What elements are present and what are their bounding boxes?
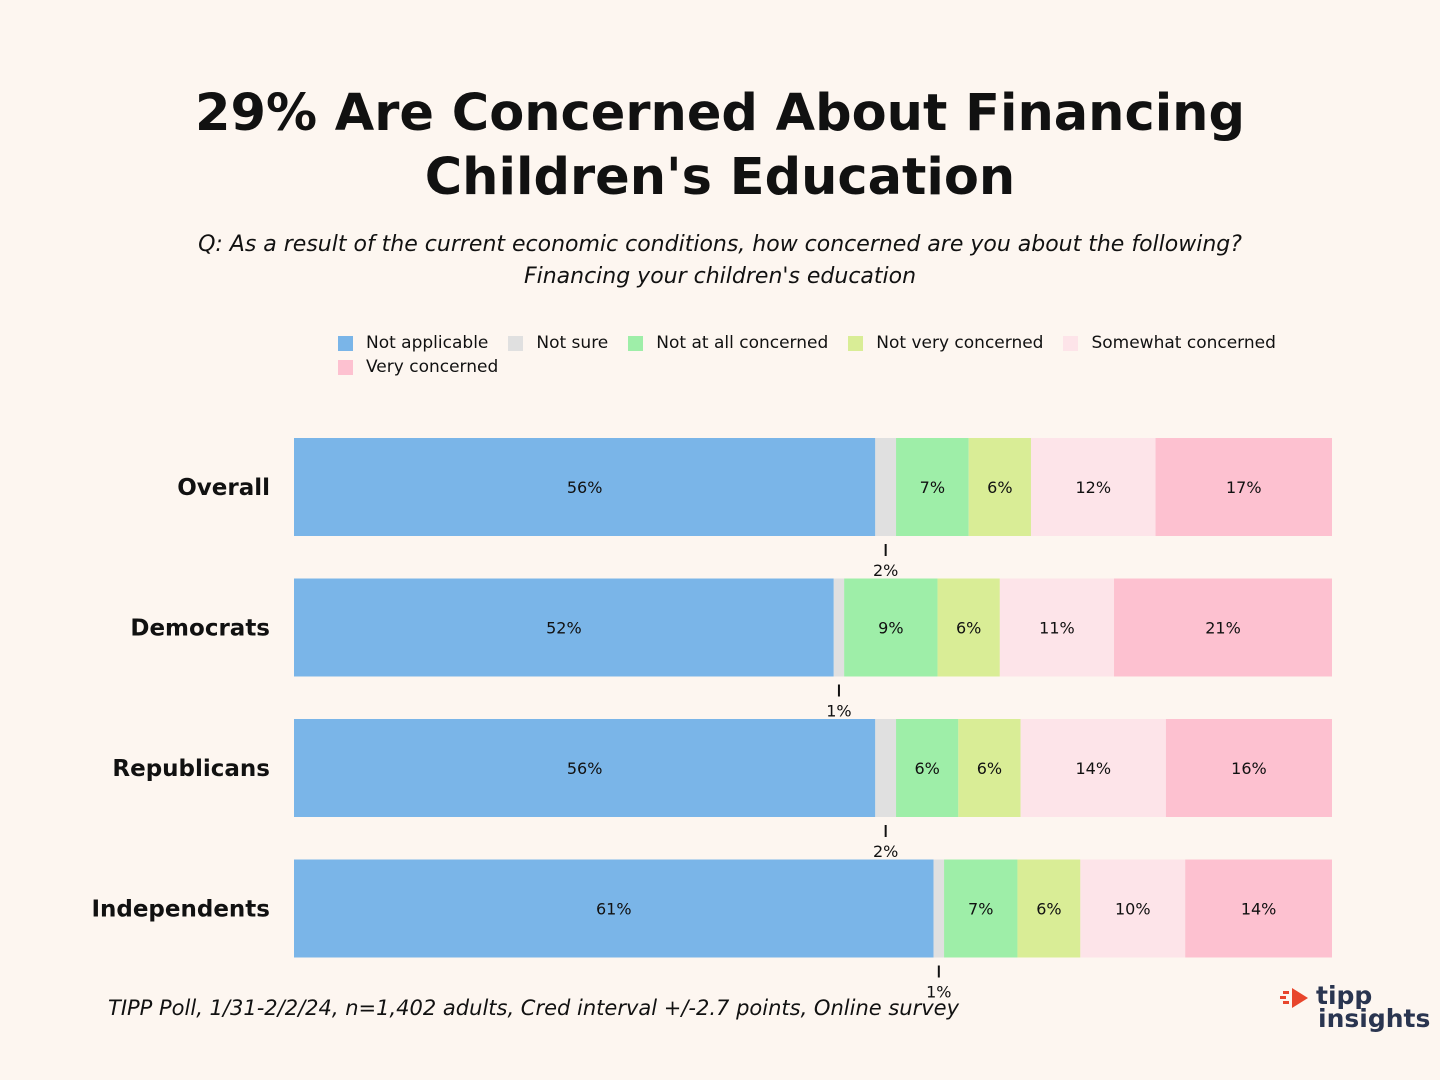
data-label-democrats-not-applicable: 52% bbox=[546, 619, 582, 638]
legend-label: Very concerned bbox=[366, 357, 499, 377]
data-label-overall-not-sure: 2% bbox=[873, 561, 898, 580]
data-label-democrats-not-very-concerned: 6% bbox=[956, 619, 981, 638]
tipp-insights-logo: tipp insights bbox=[1280, 981, 1431, 1038]
bar-segment-democrats-not-at-all-concerned bbox=[844, 578, 938, 677]
bar-segment-overall-not-applicable bbox=[294, 438, 876, 536]
legend-item-somewhat-concerned: Somewhat concerned bbox=[1063, 333, 1276, 353]
bar-segment-independents-not-applicable bbox=[294, 859, 934, 958]
bar-segment-independents-not-at-all-concerned bbox=[944, 859, 1018, 958]
data-label-democrats-somewhat-concerned: 11% bbox=[1039, 619, 1075, 638]
data-label-independents-very-concerned: 14% bbox=[1241, 900, 1277, 919]
chart-legend: Not applicable Not sure Not at all conce… bbox=[338, 333, 1348, 377]
legend-swatch bbox=[848, 335, 864, 351]
bar-segment-independents-somewhat-concerned bbox=[1080, 859, 1186, 958]
bar-segment-republicans-not-sure bbox=[875, 719, 897, 817]
data-label-overall-not-at-all-concerned: 7% bbox=[920, 478, 945, 497]
bar-segment-democrats-not-sure bbox=[833, 578, 845, 677]
bar-segment-democrats-not-very-concerned bbox=[937, 578, 1000, 677]
subtitle-item: Financing your children's education bbox=[523, 264, 917, 289]
data-label-independents-not-at-all-concerned: 7% bbox=[968, 900, 993, 919]
legend-item-not-at-all-concerned: Not at all concerned bbox=[628, 333, 828, 353]
legend-swatch bbox=[508, 335, 524, 351]
bar-segment-overall-very-concerned bbox=[1155, 438, 1332, 536]
legend-label: Not very concerned bbox=[876, 333, 1044, 353]
bar-segment-overall-not-very-concerned bbox=[968, 438, 1031, 536]
category-label-independents: Independents bbox=[91, 897, 270, 923]
bar-segment-republicans-not-at-all-concerned bbox=[896, 719, 959, 817]
category-label-democrats: Democrats bbox=[130, 616, 270, 642]
data-label-overall-very-concerned: 17% bbox=[1226, 478, 1262, 497]
legend-swatch bbox=[338, 335, 353, 351]
data-label-republicans-somewhat-concerned: 14% bbox=[1075, 759, 1111, 778]
data-label-democrats-very-concerned: 21% bbox=[1205, 619, 1241, 638]
data-label-republicans-not-applicable: 56% bbox=[567, 759, 603, 778]
bar-segment-democrats-very-concerned bbox=[1114, 578, 1332, 677]
legend-label: Not sure bbox=[536, 333, 609, 353]
bar-segment-democrats-somewhat-concerned bbox=[999, 578, 1115, 677]
logo-text-tipp: tipp bbox=[1316, 981, 1373, 1010]
data-label-republicans-not-very-concerned: 6% bbox=[977, 759, 1002, 778]
logo-text-insights: insights bbox=[1318, 1004, 1431, 1033]
data-label-republicans-not-at-all-concerned: 6% bbox=[914, 759, 939, 778]
legend-item-very-concerned: Very concerned bbox=[338, 357, 498, 377]
legend-label: Not at all concerned bbox=[656, 333, 829, 353]
bar-segment-overall-somewhat-concerned bbox=[1030, 438, 1156, 536]
subtitle-question: Q: As a result of the current economic c… bbox=[198, 232, 1242, 257]
legend-item-not-very-concerned: Not very concerned bbox=[848, 333, 1043, 353]
logo-arrow-icon bbox=[1280, 988, 1308, 1008]
bar-segment-republicans-somewhat-concerned bbox=[1020, 719, 1166, 817]
legend-item-not-sure: Not sure bbox=[508, 333, 608, 353]
bar-segment-independents-not-sure bbox=[933, 859, 945, 958]
bar-segment-independents-not-very-concerned bbox=[1017, 859, 1081, 958]
bar-segment-overall-not-sure bbox=[875, 438, 897, 536]
legend-swatch bbox=[338, 359, 353, 375]
chart-title: 29% Are Concerned About Financing Childr… bbox=[194, 84, 1246, 207]
legend-label: Somewhat concerned bbox=[1091, 333, 1276, 353]
data-label-independents-somewhat-concerned: 10% bbox=[1115, 900, 1151, 919]
data-label-independents-not-very-concerned: 6% bbox=[1036, 900, 1061, 919]
data-label-independents-not-sure: 1% bbox=[926, 983, 951, 1002]
legend-label: Not applicable bbox=[366, 333, 489, 353]
data-label-democrats-not-sure: 1% bbox=[826, 702, 851, 721]
data-label-republicans-very-concerned: 16% bbox=[1231, 759, 1267, 778]
data-label-republicans-not-sure: 2% bbox=[873, 842, 898, 861]
data-label-independents-not-applicable: 61% bbox=[596, 900, 632, 919]
category-label-overall: Overall bbox=[177, 475, 270, 501]
chart-subtitle: Q: As a result of the current economic c… bbox=[60, 229, 1380, 293]
data-label-democrats-not-at-all-concerned: 9% bbox=[878, 619, 903, 638]
data-label-overall-not-applicable: 56% bbox=[567, 478, 603, 497]
legend-swatch bbox=[628, 335, 644, 351]
bar-segment-independents-very-concerned bbox=[1185, 859, 1332, 958]
legend-swatch bbox=[1063, 335, 1079, 351]
category-label-republicans: Republicans bbox=[112, 756, 270, 782]
bar-segment-republicans-not-applicable bbox=[294, 719, 876, 817]
bar-segment-democrats-not-applicable bbox=[294, 578, 834, 677]
bar-segment-republicans-not-very-concerned bbox=[958, 719, 1021, 817]
data-label-overall-somewhat-concerned: 12% bbox=[1075, 478, 1111, 497]
legend-item-not-applicable: Not applicable bbox=[338, 333, 488, 353]
data-label-overall-not-very-concerned: 6% bbox=[987, 478, 1012, 497]
footer-source-note: TIPP Poll, 1/31-2/2/24, n=1,402 adults, … bbox=[108, 996, 960, 1020]
bar-segment-republicans-very-concerned bbox=[1165, 719, 1332, 817]
bar-segment-overall-not-at-all-concerned bbox=[896, 438, 969, 536]
